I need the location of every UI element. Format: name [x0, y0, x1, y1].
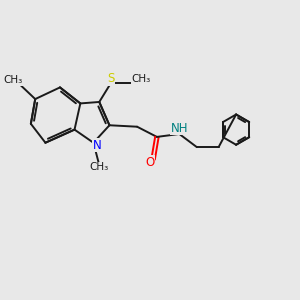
Text: CH₃: CH₃ [4, 75, 23, 85]
Text: O: O [146, 156, 155, 169]
Text: CH₃: CH₃ [131, 74, 151, 84]
Text: N: N [93, 139, 101, 152]
Text: CH₃: CH₃ [90, 163, 109, 172]
Text: S: S [107, 73, 115, 85]
Text: NH: NH [171, 122, 188, 135]
